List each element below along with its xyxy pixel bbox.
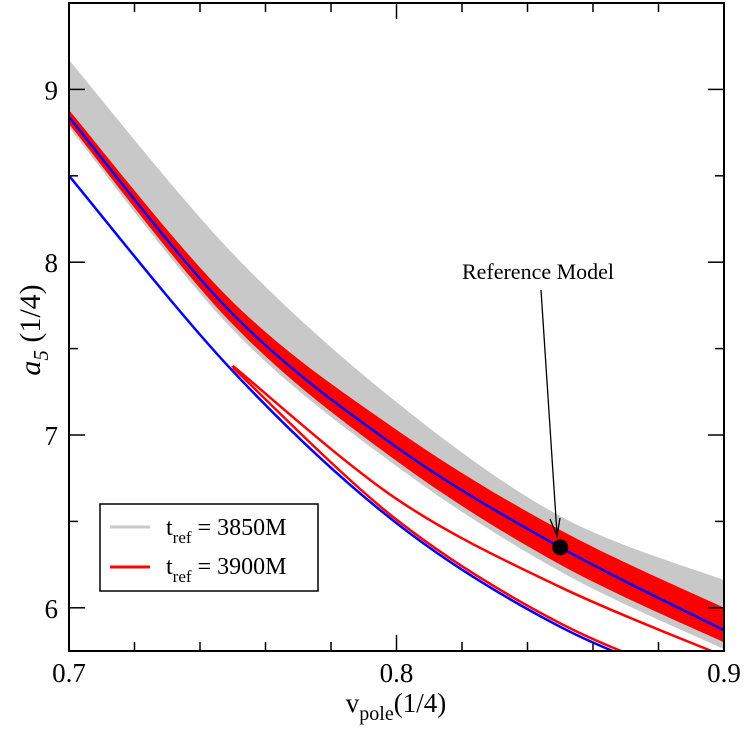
x-tick-label: 0.8 [380,658,414,688]
series-line-1 [69,174,616,651]
ticks: 0.7 0.8 0.9 6 7 8 9 [45,2,741,688]
y-tick-label: 8 [45,248,59,278]
annotation-arrow [540,289,558,535]
band-1 [69,110,724,643]
legend-label-3850: tref = 3850M [166,515,286,547]
annotation-label: Reference Model [462,259,614,284]
x-tick-label: 0.7 [52,658,86,688]
x-axis-label: vpole(1/4) [346,688,446,725]
series-line-3 [231,366,625,651]
series-line-2 [231,364,715,651]
arrow-head [549,517,561,539]
legend-box [99,503,319,592]
legend: tref = 3850M tref = 3900M [99,503,319,592]
annotation: Reference Model [462,259,614,539]
series-line-0 [69,116,724,632]
reference-point [552,539,569,556]
y-tick-label: 7 [45,421,59,451]
x-tick-label: 0.9 [707,658,741,688]
y-axis-label: a5 (1/4) [14,284,53,375]
y-tick-label: 9 [45,75,59,105]
y-tick-label: 6 [45,594,59,624]
plot-area [69,60,724,651]
legend-label-3900: tref = 3900M [166,554,286,586]
